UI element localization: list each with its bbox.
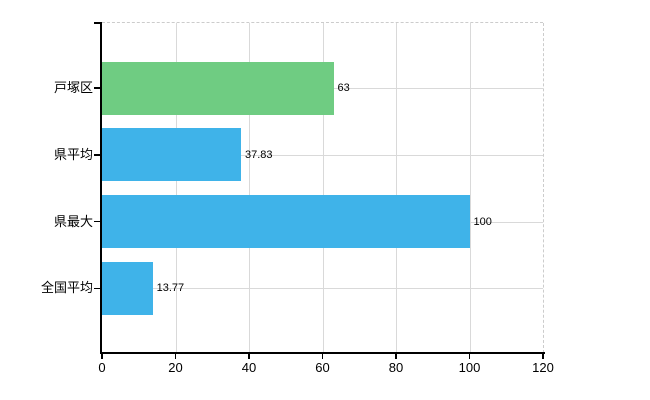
x-tick-label: 80 (388, 360, 404, 375)
x-axis-tick (174, 354, 177, 359)
bar-全国平均[interactable] (102, 261, 153, 315)
category-gridline (102, 154, 543, 156)
y-axis-line (100, 22, 102, 353)
vertical-gridline (175, 23, 177, 353)
category-label-県最大: 県最大 (53, 213, 93, 229)
x-axis-line (100, 352, 545, 354)
vertical-gridline (396, 23, 397, 353)
value-label: 13.77 (156, 282, 185, 295)
x-tick-label: 60 (315, 360, 330, 375)
x-tick-label: 40 (241, 360, 257, 375)
vertical-gridline (249, 23, 250, 353)
category-gridline (102, 288, 543, 290)
value-label: 100 (473, 215, 492, 228)
y-axis-tick (94, 87, 100, 89)
x-tick-label: 120 (532, 360, 554, 375)
vertical-gridline (469, 23, 471, 353)
x-axis-tick (542, 354, 544, 359)
category-label-戸塚区: 戸塚区 (53, 80, 93, 95)
x-axis-tick (321, 354, 324, 359)
plot-border-right (543, 23, 544, 353)
bar-戸塚区[interactable] (102, 61, 334, 115)
plot-border-top (102, 22, 543, 23)
x-axis-tick (101, 354, 103, 359)
bar-県最大[interactable] (102, 195, 470, 249)
x-axis-tick (468, 354, 471, 359)
vertical-gridline (322, 23, 324, 353)
value-label: 37.83 (245, 148, 273, 161)
x-axis-tick (248, 354, 250, 359)
category-label-県平均: 県平均 (53, 146, 93, 162)
y-axis-tick (94, 154, 100, 156)
x-tick-label: 100 (458, 360, 481, 375)
x-axis-tick (395, 354, 397, 359)
y-axis-top-tick (94, 22, 100, 24)
category-label-全国平均: 全国平均 (40, 280, 93, 296)
y-axis-tick (94, 220, 100, 223)
x-tick-label: 0 (98, 360, 106, 375)
x-tick-label: 20 (168, 360, 183, 375)
bar-県平均[interactable] (102, 128, 242, 182)
y-axis-tick (94, 287, 100, 290)
value-label: 63 (337, 82, 350, 94)
